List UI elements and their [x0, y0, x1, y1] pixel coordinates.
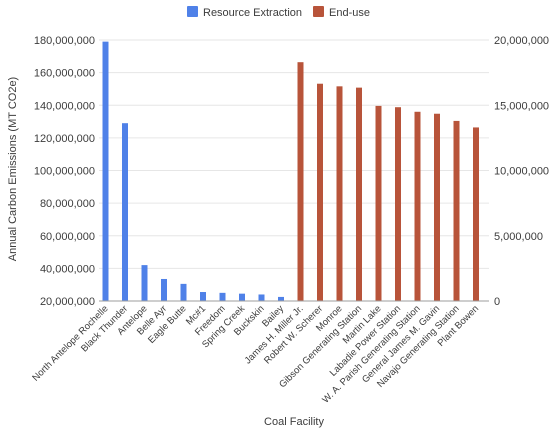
bar	[141, 265, 148, 301]
legend-label-resource-extraction: Resource Extraction	[203, 7, 302, 19]
bar	[473, 127, 479, 301]
right-axis-ticks: 0 5,000,000 10,000,000 15,000,000 20,000,000	[494, 35, 549, 308]
bars	[102, 41, 479, 302]
left-axis-tick-label: 40,000,000	[40, 263, 95, 275]
bar	[375, 105, 382, 301]
x-tick-label: North Antelope Rochelle	[30, 303, 110, 383]
bar	[239, 293, 245, 301]
bar	[414, 111, 421, 302]
left-axis-tick-label: 140,000,000	[34, 100, 95, 112]
left-axis-tick-label: 180,000,000	[34, 35, 95, 47]
bar	[180, 283, 187, 301]
left-axis-tick-label: 160,000,000	[34, 68, 95, 80]
bar	[161, 278, 167, 301]
bar	[356, 87, 362, 301]
legend: Resource Extraction End-use	[187, 6, 370, 19]
x-axis-title: Coal Facility	[264, 416, 324, 428]
bar	[453, 120, 460, 301]
right-axis-tick-label: 0	[494, 296, 500, 308]
left-axis-tick-label: 60,000,000	[40, 231, 95, 243]
bar	[434, 113, 440, 301]
bar	[395, 107, 401, 302]
left-axis-tick-label: 20,000,000	[40, 296, 95, 308]
legend-swatch-resource-extraction	[187, 6, 198, 17]
gridlines	[99, 39, 489, 269]
left-axis-ticks: 20,000,000 40,000,000 60,000,000 80,000,000…	[34, 35, 95, 308]
bar	[200, 292, 206, 301]
bar	[258, 294, 265, 301]
bar	[122, 123, 128, 301]
bar	[102, 41, 109, 301]
legend-label-end-use: End-use	[329, 7, 370, 19]
right-axis-tick-label: 10,000,000	[494, 166, 549, 178]
bar	[278, 296, 284, 301]
right-axis-tick-label: 20,000,000	[494, 35, 549, 47]
left-axis-tick-label: 100,000,000	[34, 166, 95, 178]
y-axis-title: Annual Carbon Emissions (MT CO2e)	[7, 77, 19, 261]
left-axis-tick-label: 80,000,000	[40, 198, 95, 210]
bar	[297, 62, 304, 302]
left-axis-tick-label: 120,000,000	[34, 133, 95, 145]
legend-swatch-end-use	[313, 6, 324, 17]
bar	[336, 86, 343, 301]
right-axis-tick-label: 15,000,000	[494, 100, 549, 112]
bar	[317, 83, 323, 301]
right-axis-tick-label: 5,000,000	[494, 231, 543, 243]
bar	[219, 292, 226, 301]
